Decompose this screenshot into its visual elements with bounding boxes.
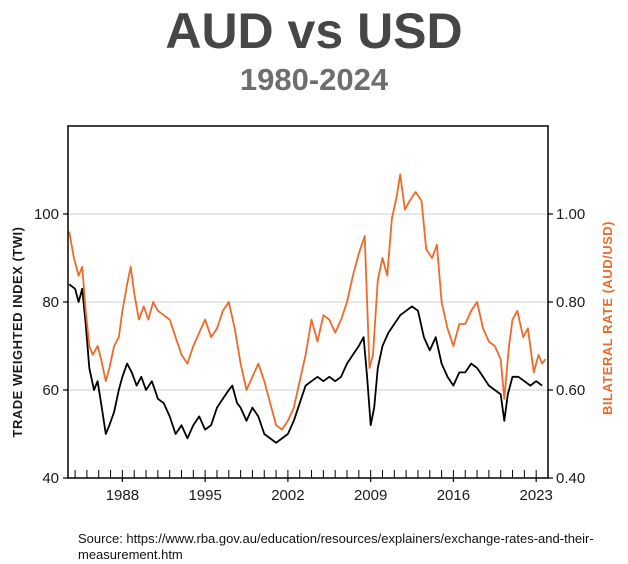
- right-axis-tick-label: 0.80: [556, 294, 585, 311]
- right-axis-tick-label: 1.00: [556, 206, 585, 223]
- x-axis-tick-label: 2023: [519, 487, 552, 504]
- chart-subtitle: 1980-2024: [239, 62, 389, 97]
- left-axis-title: TRADE WEIGHTED INDEX (TWI): [10, 227, 25, 438]
- x-axis-tick-label: 2002: [271, 487, 304, 504]
- series-line-bilateral-rate: [68, 173, 547, 431]
- x-axis-tick-label: 2009: [354, 487, 387, 504]
- left-axis-tick-label: 40: [42, 470, 59, 487]
- x-axis-tick-label: 1988: [106, 487, 139, 504]
- right-axis-title: BILATERAL RATE (AUD/USD): [600, 221, 615, 415]
- left-axis-tick-label: 80: [42, 294, 59, 311]
- series-line-twi: [68, 283, 543, 444]
- right-axis-tick-label: 0.60: [556, 382, 585, 399]
- left-axis-tick-label: 60: [42, 382, 59, 399]
- chart-title: AUD vs USD: [165, 3, 463, 59]
- source-note: Source: https://www.rba.gov.au/education…: [78, 531, 594, 562]
- x-axis-tick-label: 2016: [437, 487, 470, 504]
- x-axis-tick-label: 1995: [188, 487, 221, 504]
- tick-labels: 40 60 80 100 0.40 0.60 0.80 1.00 1988 1995 2002 200…: [34, 206, 585, 504]
- series-layer: [68, 173, 547, 444]
- ticks: [63, 213, 553, 482]
- right-axis-tick-label: 0.40: [556, 470, 585, 487]
- left-axis-tick-label: 100: [34, 206, 59, 223]
- gridlines: [68, 213, 548, 391]
